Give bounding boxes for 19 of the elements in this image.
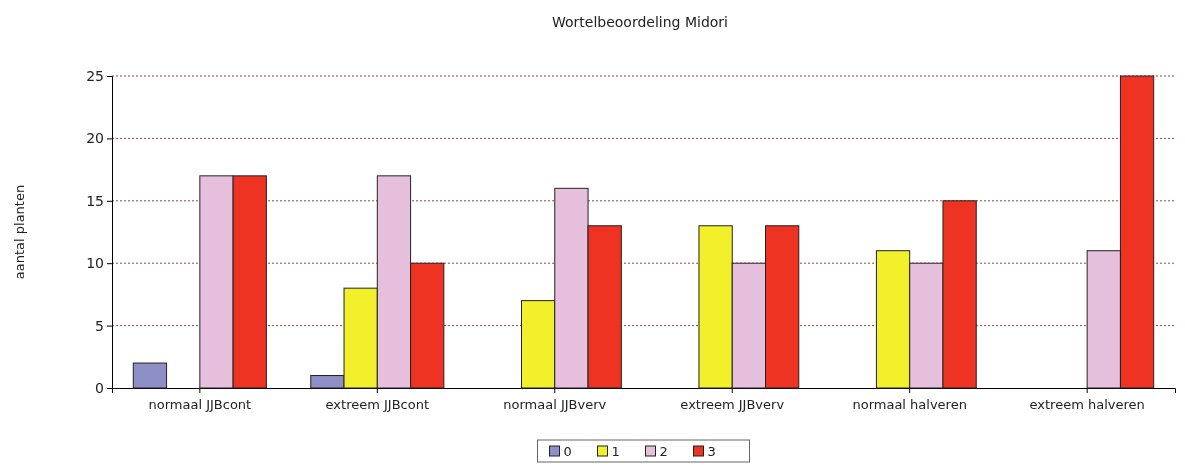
y-tick-label: 5 [95,317,104,334]
x-tick-label: normaal JJBcont [148,397,252,412]
legend-label: 3 [707,444,716,459]
y-tick-label: 15 [86,192,104,209]
y-tick-label: 25 [86,67,104,84]
x-tick-label: extreem JJBverv [680,397,785,412]
chart-title: Wortelbeoordeling Midori [551,14,729,30]
y-tick-label: 10 [86,255,104,272]
x-tick-label: normaal JJBverv [503,397,607,412]
x-tick-label: extreem halveren [1029,397,1145,412]
legend-label: 0 [563,444,572,459]
y-axis-title: aantal planten [12,184,27,280]
bar [132,362,168,389]
y-tick-label: 0 [95,379,104,396]
legend-label: 1 [611,444,620,459]
y-tick-label: 20 [86,130,104,147]
x-tick-label: normaal halveren [852,397,967,412]
x-tick-label: extreem JJBcont [325,397,430,412]
legend-label: 2 [659,444,668,459]
